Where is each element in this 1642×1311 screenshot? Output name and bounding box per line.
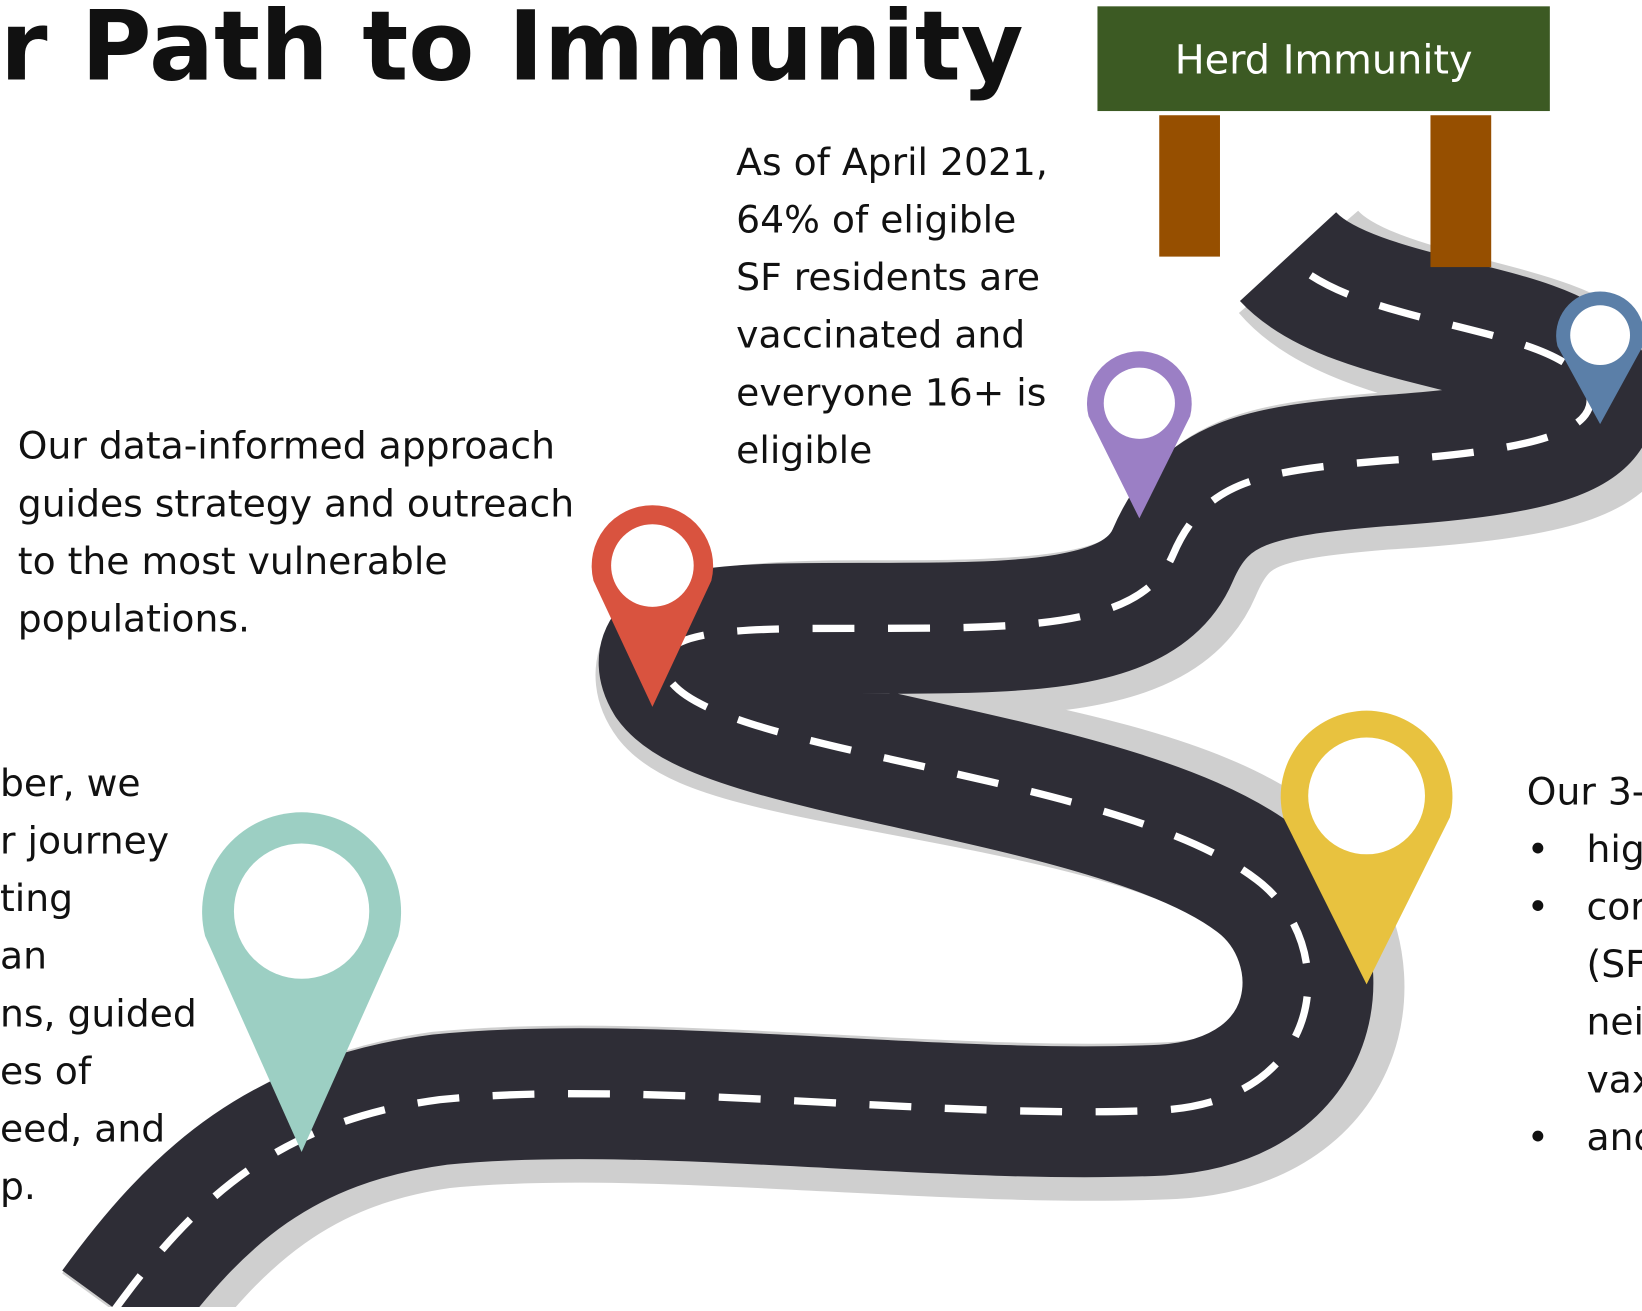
note-line: vaccinated and — [736, 313, 1025, 357]
note-line: ns, guided — [0, 991, 197, 1035]
note-line: eligible — [736, 428, 872, 472]
pin-hole — [1570, 305, 1630, 365]
sign-label: Herd Immunity — [1175, 37, 1473, 83]
note-line: eed, and — [0, 1106, 165, 1150]
note-line: As of April 2021, — [736, 140, 1048, 184]
bullet-line: hig — [1586, 827, 1642, 871]
bullet-line: and — [1586, 1115, 1642, 1159]
bullet: • — [1527, 1115, 1549, 1159]
note-line: an — [0, 934, 47, 978]
bullet-line: (SF — [1586, 942, 1642, 986]
note-line: es of — [0, 1049, 92, 1093]
bullet: • — [1527, 884, 1549, 928]
note-line: r journey — [0, 819, 169, 863]
note-line: populations. — [18, 597, 250, 641]
note-line: to the most vulnerable — [18, 539, 448, 583]
note-line: ting — [0, 876, 73, 920]
note-line: 64% of eligible — [736, 198, 1016, 242]
sign-post — [1430, 115, 1491, 267]
title: r Path to Immunity — [0, 0, 1024, 103]
pin-hole — [1308, 738, 1425, 855]
bullet: • — [1527, 827, 1549, 871]
note-line: p. — [0, 1164, 36, 1208]
bullet-line: cor — [1586, 884, 1642, 928]
bullet-line: vax — [1586, 1057, 1642, 1101]
note-heading: Our 3- — [1527, 769, 1642, 813]
note-line: ber, we — [0, 761, 141, 805]
note-line: Our data-informed approach — [18, 424, 555, 468]
pin-hole — [1104, 368, 1175, 439]
bullet-line: nei — [1586, 1000, 1642, 1044]
pin-hole — [234, 843, 369, 978]
slide: Herd Immunity r Path to Immunity As of A… — [0, 0, 1642, 1307]
note-line: SF residents are — [736, 255, 1040, 299]
pin-hole — [611, 524, 694, 607]
sign-post — [1159, 115, 1220, 256]
note-line: guides strategy and outreach — [18, 481, 574, 525]
note-line: everyone 16+ is — [736, 370, 1046, 414]
